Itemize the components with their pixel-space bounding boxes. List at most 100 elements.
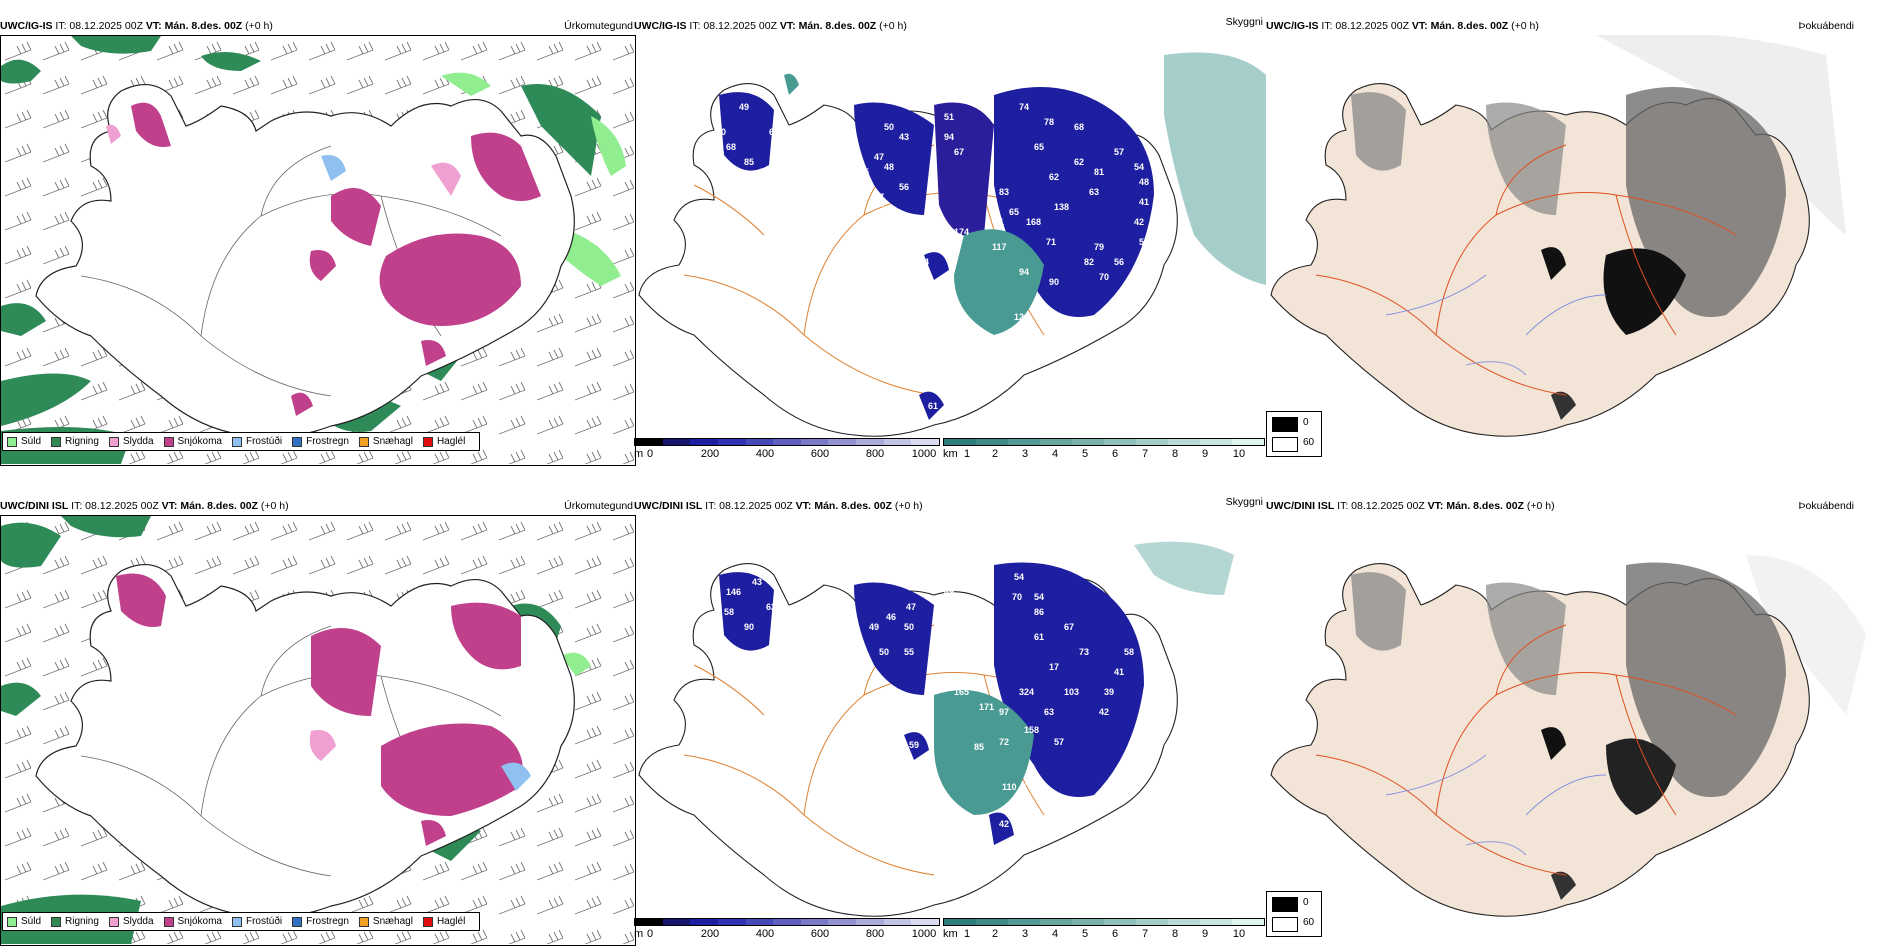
cloudbase-bin — [1040, 439, 1072, 445]
valid-time-prefix: VT: — [795, 500, 812, 512]
colorbar-unit: m — [634, 928, 644, 940]
colorbar-tick: 4 — [1051, 928, 1059, 940]
visibility-label: 68 — [1074, 122, 1084, 132]
terrain-bin — [745, 919, 774, 925]
cloudbase-bin — [1104, 439, 1136, 445]
visibility-label: 49 — [739, 102, 749, 112]
visibility-label: 73 — [1079, 647, 1089, 657]
fog-legend-label: 60 — [1303, 437, 1315, 448]
valid-time-prefix: VT: — [1411, 20, 1428, 32]
visibility-label: 81 — [994, 217, 1004, 227]
colorbar-tick: 3 — [1021, 928, 1029, 940]
legend-label: Súld — [21, 916, 42, 927]
visibility-label: 47 — [906, 602, 916, 612]
legend-swatch — [358, 436, 369, 447]
legend-swatch — [7, 916, 17, 927]
terrain-bin — [800, 439, 829, 445]
visibility-label: 42 — [1134, 217, 1144, 227]
legend-item: Slydda — [108, 916, 154, 927]
cloudbase-bin — [1136, 919, 1168, 925]
visibility-label: 57 — [1114, 147, 1124, 157]
visibility-label: 48 — [1139, 177, 1149, 187]
visibility-label: 90 — [1049, 277, 1059, 287]
visibility-label: 42 — [999, 819, 1009, 829]
visibility-label: 42 — [1099, 707, 1109, 717]
panel-title: Skyggni — [1225, 16, 1263, 28]
visibility-label: 62 — [1074, 157, 1084, 167]
visibility-label: 71 — [1046, 237, 1056, 247]
legend-item: Haglél — [422, 916, 465, 927]
visibility-label: 58 — [1124, 647, 1134, 657]
valid-time: Mán. 8.des. 00Z — [180, 500, 258, 512]
valid-time: Mán. 8.des. 00Z — [814, 500, 892, 512]
cloud-header: UWC/IG-IS IT: 08.12.2025 00Z VT: Mán. 8.… — [634, 16, 1266, 34]
colorbar-tick: 200 — [700, 448, 720, 460]
cloud-header: UWC/DINI ISL IT: 08.12.2025 00Z VT: Mán.… — [634, 496, 1266, 514]
precip-header: UWC/DINI ISL IT: 08.12.2025 00Z VT: Mán.… — [0, 500, 636, 514]
visibility-label: 70 — [1099, 272, 1109, 282]
visibility-label: 43 — [899, 132, 909, 142]
init-time: IT: 08.12.2025 00Z — [1337, 500, 1425, 512]
colorbar-tick: 2 — [991, 448, 999, 460]
fog-legend-label: 60 — [1303, 917, 1315, 928]
legend-item: Súld — [7, 916, 41, 927]
fog-panel-row2: UWC/DINI ISL IT: 08.12.2025 00Z VT: Mán.… — [1266, 494, 1900, 946]
legend-label: Rigning — [65, 916, 99, 927]
visibility-label: 71 — [1024, 777, 1034, 787]
visibility-label: 54 — [1014, 572, 1024, 582]
precip-header: UWC/IG-IS IT: 08.12.2025 00Z VT: Mán. 8.… — [0, 20, 636, 34]
cloudbase-colorbar: km 1 2 3 4 5 6 7 8 9 10 — [943, 918, 1265, 942]
legend-label: Frostúði — [245, 916, 283, 927]
visibility-label: 61 — [928, 401, 938, 411]
legend-swatch — [422, 436, 433, 447]
visibility-label: 12 — [1014, 312, 1024, 322]
fog-swatch — [1272, 437, 1298, 452]
fog-panel-row1: UWC/IG-IS IT: 08.12.2025 00Z VT: Mán. 8.… — [1266, 14, 1900, 466]
visibility-label: 46 — [886, 612, 896, 622]
legend-swatch — [358, 916, 369, 927]
cloudbase-bin — [1104, 919, 1136, 925]
visibility-label: 82 — [759, 167, 769, 177]
legend-item: Rigning — [51, 916, 99, 927]
cloudbase-bin — [1200, 919, 1232, 925]
panel-title: Skyggni — [1225, 496, 1263, 508]
visibility-label: 74 — [1019, 102, 1029, 112]
panel-title: Þokuábendi — [1798, 20, 1854, 32]
terrain-bin — [828, 919, 857, 925]
fog-map-svg — [1270, 35, 1846, 437]
visibility-label: 85 — [974, 742, 984, 752]
visibility-label: 146 — [726, 587, 741, 597]
colorbar-tick: 1 — [963, 928, 971, 940]
visibility-label: 117 — [992, 242, 1007, 252]
legend-label: Snjókoma — [177, 916, 222, 927]
visibility-label: 62 — [766, 602, 776, 612]
cloudbase-bin — [976, 919, 1008, 925]
fog-swatch — [1272, 897, 1298, 912]
legend-item: Snæhagl — [358, 436, 413, 447]
colorbar-tick: 5 — [1081, 448, 1089, 460]
lead-time: (+0 h) — [260, 500, 289, 512]
visibility-label: 54 — [1034, 592, 1044, 602]
terrain-bin — [911, 439, 940, 445]
precip-map — [0, 515, 636, 946]
visibility-label: 56 — [1114, 257, 1124, 267]
colorbar-unit: m — [634, 448, 644, 460]
legend-label: Slydda — [122, 436, 154, 447]
fog-swatch — [1272, 417, 1298, 432]
visibility-label: 49 — [869, 622, 879, 632]
visibility-label: 81 — [1094, 167, 1104, 177]
visibility-label: 138 — [1054, 202, 1069, 212]
cloudbase-bin — [944, 439, 976, 445]
legend-label: Frostúði — [245, 436, 283, 447]
colorbar-tick: 400 — [755, 448, 775, 460]
visibility-label: 48 — [884, 162, 894, 172]
visibility-label: 94 — [1019, 267, 1029, 277]
cloud-map-svg: 49 60 68 85 82 63 50 47 43 45 48 57 56 5… — [638, 52, 1266, 437]
fog-legend: 0 60 — [1266, 891, 1322, 937]
cloudbase-bin — [1168, 919, 1200, 925]
visibility-label: 57 — [874, 192, 884, 202]
fog-header: UWC/IG-IS IT: 08.12.2025 00Z VT: Mán. 8.… — [1266, 20, 1900, 34]
visibility-label: 158 — [1024, 725, 1039, 735]
colorbar-tick: 0 — [646, 928, 654, 940]
terrain-bin — [635, 919, 663, 925]
